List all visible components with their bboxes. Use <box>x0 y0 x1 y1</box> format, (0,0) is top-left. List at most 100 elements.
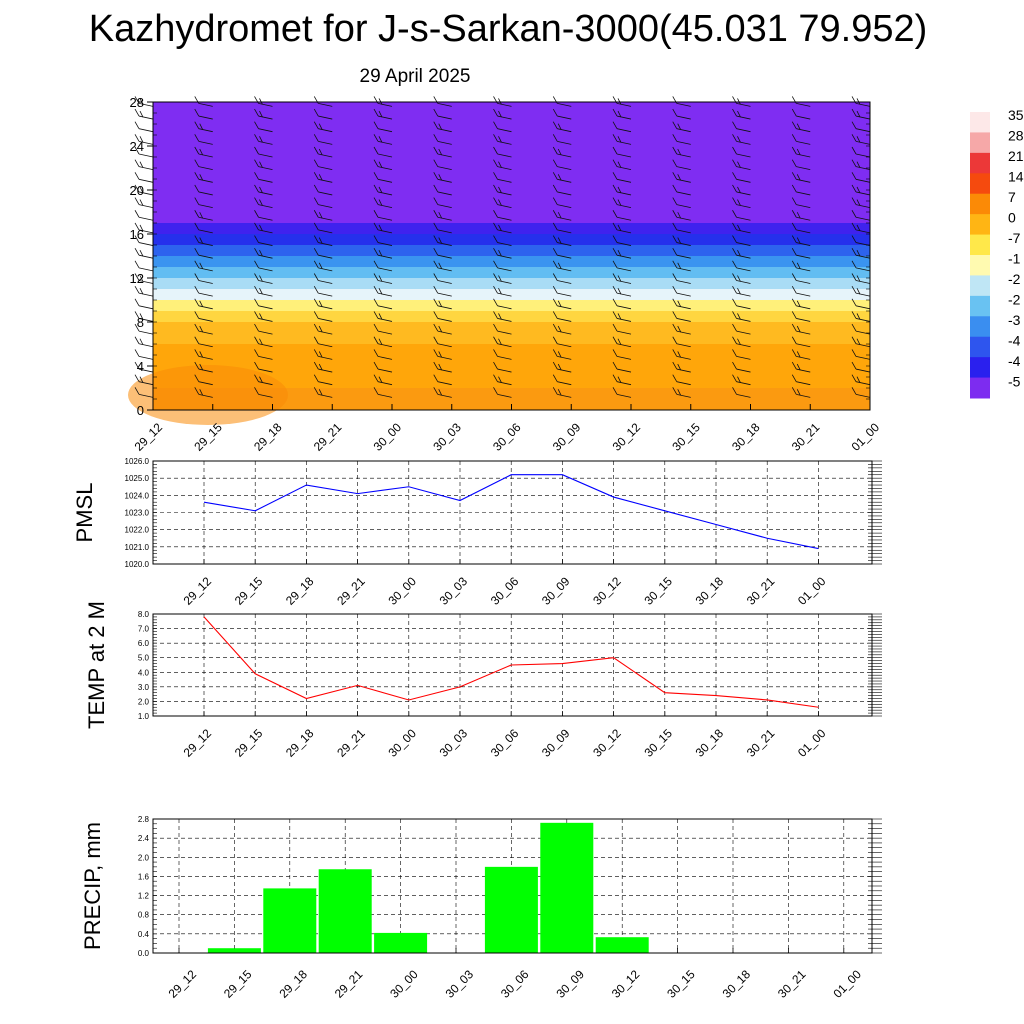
wind-barb-staff <box>796 103 811 107</box>
wind-barb-staff <box>855 191 871 196</box>
wind-barb-staff <box>377 140 393 145</box>
wind-barb-staff <box>377 204 393 208</box>
wind-barb-flag <box>677 148 682 156</box>
x-tick-label: 30_12 <box>590 574 624 608</box>
wind-barb-staff <box>736 330 751 335</box>
wind-barb-staff <box>796 292 811 297</box>
x-tick-label: 30_21 <box>744 726 778 760</box>
wind-barb-staff <box>616 103 632 107</box>
wind-barb <box>433 311 452 322</box>
wind-barb-flag <box>373 311 379 319</box>
wind-barb <box>313 298 333 310</box>
wind-barb <box>254 197 273 208</box>
wind-barb-flag <box>856 376 861 383</box>
wind-barb-staff <box>616 381 632 386</box>
wind-barb-flag <box>254 159 259 167</box>
wind-barb-flag <box>552 285 558 294</box>
wind-barb-staff <box>557 204 572 208</box>
wind-barb <box>134 349 154 360</box>
wind-barb-flag <box>612 134 618 142</box>
wind-barb-staff <box>258 229 273 234</box>
wind-barb-flag <box>557 389 562 396</box>
wind-barb-flag <box>199 389 204 396</box>
wind-barb-flag <box>433 260 439 269</box>
wind-barb-staff <box>676 393 691 398</box>
wind-barb <box>134 184 154 196</box>
wind-barb-flag <box>254 184 259 193</box>
wind-barb-staff <box>855 318 871 322</box>
wind-barb-flag <box>378 313 383 320</box>
wind-barb-staff <box>497 280 512 284</box>
colorbar-label: 7 <box>1008 189 1016 205</box>
colorbar-segment <box>970 173 990 195</box>
wind-barb-flag <box>856 161 861 168</box>
wind-barb-staff <box>198 318 213 322</box>
wind-barb <box>552 172 572 183</box>
wind-barb-flag <box>313 248 319 256</box>
wind-barb-flag <box>737 313 741 320</box>
wind-barb <box>134 222 154 234</box>
wind-barb-flag <box>134 285 140 294</box>
wind-barb-flag <box>732 197 737 205</box>
wind-barb <box>493 273 512 284</box>
colorbar-segment <box>970 275 990 297</box>
wind-barb-flag <box>552 323 558 332</box>
wind-barb-flag <box>433 197 439 205</box>
wind-barb-staff <box>676 343 691 348</box>
wind-barb-flag <box>498 199 502 206</box>
wind-barb-flag <box>612 172 618 180</box>
wind-barb-flag <box>612 273 618 281</box>
wind-barb-flag <box>139 224 144 232</box>
wind-barb-flag <box>194 387 200 395</box>
wind-barb-flag <box>851 235 857 243</box>
wind-barb-flag <box>139 250 144 257</box>
wind-barb-flag <box>254 134 259 142</box>
wind-barb <box>313 108 333 120</box>
wind-barb-flag <box>259 250 263 257</box>
wind-barb <box>313 311 333 322</box>
wind-barb-flag <box>373 172 379 180</box>
wind-barb-staff <box>616 368 632 373</box>
colorbar-segment <box>970 377 990 399</box>
wind-barb-staff <box>377 280 393 284</box>
wind-barb-staff <box>557 140 572 145</box>
wind-barb <box>373 374 393 386</box>
x-tick-label: 30_15 <box>641 574 675 608</box>
wind-barb-flag <box>617 224 622 232</box>
wind-barb-flag <box>378 98 383 105</box>
wind-barb <box>194 248 213 259</box>
wind-barb-flag <box>254 273 259 281</box>
wind-barb <box>791 146 811 158</box>
wind-barb-staff <box>377 115 393 120</box>
wind-barb <box>612 336 632 348</box>
wind-barb <box>194 349 213 360</box>
wind-barb <box>732 361 751 373</box>
wind-barb-flag <box>373 159 379 167</box>
wind-barb-staff <box>855 166 871 171</box>
wind-barb-staff <box>198 191 213 196</box>
y-tick-label: 1021.0 <box>125 543 150 552</box>
wind-barb-flag <box>617 275 622 282</box>
wind-barb-staff <box>736 393 751 398</box>
wind-barb-staff <box>676 242 691 246</box>
wind-barb-staff <box>138 318 154 322</box>
wind-barb-flag <box>199 351 204 358</box>
wind-barb-flag <box>318 389 323 396</box>
wind-barb-flag <box>732 336 737 344</box>
wind-barb-staff <box>138 381 154 386</box>
colorbar-label: -1 <box>1008 251 1021 267</box>
wind-barb-flag <box>313 134 319 142</box>
wind-barb-flag <box>438 237 443 244</box>
wind-barb-flag <box>438 212 443 219</box>
wind-barb <box>552 235 572 246</box>
wind-barb-staff <box>437 191 452 196</box>
wind-barb-staff <box>437 267 452 272</box>
wind-barb <box>134 298 154 310</box>
wind-barb-flag <box>378 275 383 282</box>
wind-barb-flag <box>672 387 678 395</box>
wind-barb-flag <box>373 298 379 306</box>
wind-barb <box>254 374 273 386</box>
wind-barb-flag <box>433 349 439 357</box>
wind-barb-staff <box>258 368 273 373</box>
wind-barb <box>493 210 512 221</box>
